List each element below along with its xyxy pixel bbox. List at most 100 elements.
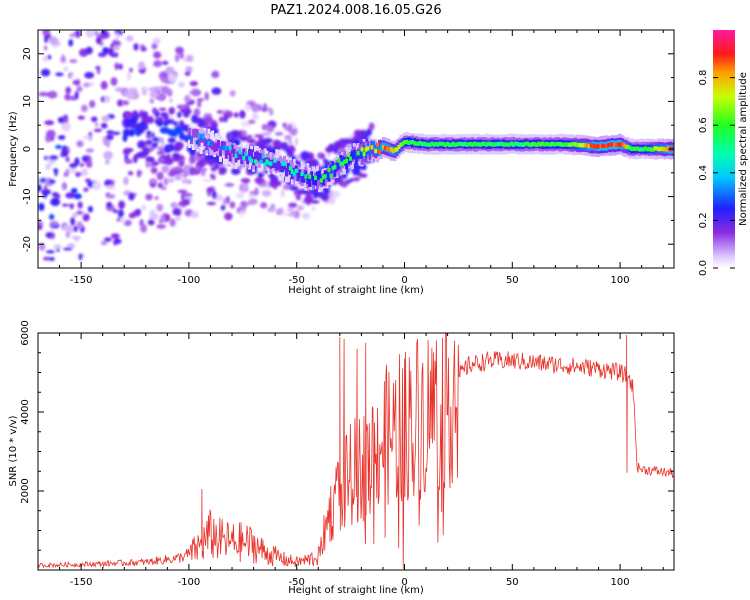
ridge-segment — [253, 151, 257, 161]
ridge-blob — [296, 189, 305, 195]
ridge-blob — [353, 164, 360, 171]
noise-blob — [110, 77, 118, 86]
colorbar-gradient — [713, 30, 735, 268]
ridge-segment — [589, 143, 593, 148]
ridge-segment — [444, 142, 448, 148]
noise-blob — [331, 191, 341, 198]
ridge-blob — [136, 169, 142, 178]
ridge-segment — [399, 142, 403, 147]
ridge-segment — [277, 160, 281, 170]
ridge-segment — [502, 142, 506, 147]
ridge-segment — [288, 166, 292, 175]
noise-blob — [251, 113, 259, 121]
ridge-segment — [337, 158, 341, 163]
noise-blob — [85, 30, 95, 38]
ridge-segment — [500, 141, 504, 146]
noise-blob — [101, 115, 110, 122]
ridge-segment — [655, 146, 659, 151]
ridge-segment — [451, 141, 455, 146]
noise-blob — [91, 116, 98, 123]
ridge-segment — [246, 155, 250, 165]
ridge-segment — [467, 142, 471, 147]
ridge-blob — [152, 142, 158, 148]
noise-blob — [44, 120, 55, 126]
snr-ytick-label: 2000 — [20, 478, 31, 503]
ridge-segment — [412, 141, 416, 146]
ridge-blob — [300, 151, 310, 160]
ridge-segment — [634, 146, 638, 151]
snr-xtick-label: 100 — [611, 577, 630, 588]
ridge-blob — [286, 151, 294, 157]
noise-blob — [190, 211, 199, 219]
ridge-segment — [486, 141, 490, 147]
ridge-segment — [533, 142, 537, 147]
noise-blob — [158, 107, 167, 112]
ridge-segment — [327, 167, 331, 173]
noise-blob — [77, 115, 85, 120]
ridge-segment — [251, 156, 255, 166]
noise-blob — [117, 31, 124, 35]
noise-blob — [44, 34, 49, 44]
spectrogram-xtick-label: 0 — [401, 275, 407, 286]
ridge-blob — [124, 111, 133, 120]
noise-blob — [40, 68, 51, 77]
noise-blob — [73, 225, 78, 233]
spectrogram-ytick-label: 20 — [22, 47, 33, 60]
ridge-segment — [612, 142, 616, 148]
noise-blob — [81, 155, 89, 163]
ridge-segment — [477, 142, 481, 147]
ridge-segment — [281, 161, 285, 166]
noise-blob — [212, 191, 217, 200]
ridge-segment — [525, 141, 529, 146]
ridge-blob — [366, 128, 373, 136]
spectrogram-xtick-label: -50 — [289, 275, 305, 286]
ridge-segment — [271, 159, 275, 168]
noise-blob — [181, 193, 185, 201]
snr-series-line — [38, 333, 674, 569]
noise-blob — [92, 181, 102, 190]
noise-blob — [156, 150, 166, 156]
noise-blob — [55, 144, 62, 150]
ridge-segment — [616, 142, 620, 147]
ridge-segment — [591, 143, 595, 149]
noise-blob — [112, 39, 120, 46]
noise-blob — [115, 32, 119, 42]
ridge-segment — [519, 142, 523, 147]
ridge-segment — [286, 163, 290, 172]
ridge-segment — [401, 141, 405, 146]
noise-blob — [83, 187, 89, 192]
ridge-segment — [389, 147, 393, 152]
ridge-segment — [263, 162, 267, 167]
ridge-segment — [315, 175, 319, 190]
ridge-blob — [180, 124, 191, 132]
spectrogram-xtick-label: -100 — [178, 275, 201, 286]
noise-blob — [43, 0, 47, 2]
ridge-blob — [322, 158, 329, 164]
noise-blob — [65, 156, 70, 163]
ridge-blob — [179, 104, 187, 110]
noise-blob — [224, 182, 235, 187]
noise-blob — [106, 201, 113, 208]
ridge-segment — [211, 130, 215, 151]
ridge-segment — [436, 142, 440, 147]
ridge-segment — [453, 142, 457, 147]
noise-blob — [169, 218, 176, 227]
spectrogram-xtick-label: 50 — [506, 275, 519, 286]
ridge-segment — [273, 159, 277, 169]
noise-blob — [147, 219, 155, 226]
ridge-segment — [341, 161, 345, 166]
ridge-blob — [349, 178, 354, 183]
noise-blob — [103, 150, 114, 160]
noise-blob — [51, 233, 55, 240]
ridge-segment — [647, 146, 651, 152]
noise-blob — [103, 95, 111, 103]
noise-blob — [105, 159, 110, 165]
ridge-segment — [653, 146, 657, 151]
snr-xtick-label: 0 — [401, 577, 407, 588]
colorbar-tick-label: 0.4 — [698, 165, 709, 181]
ridge-blob — [161, 165, 170, 174]
ridge-segment — [257, 152, 261, 162]
noise-blob — [45, 250, 55, 254]
ridge-segment — [193, 133, 197, 147]
ridge-segment — [215, 142, 219, 152]
